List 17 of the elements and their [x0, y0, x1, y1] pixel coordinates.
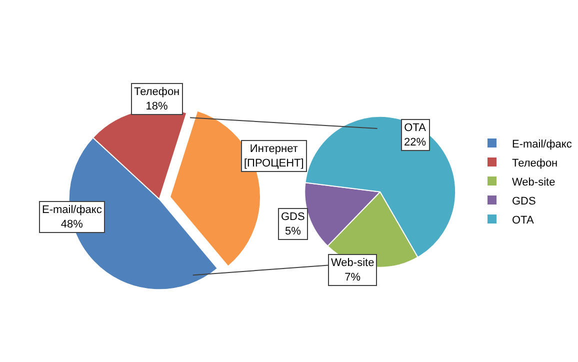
- legend-label: E-mail/факс: [512, 138, 572, 150]
- slice-label: Телефон: [134, 86, 180, 98]
- slice-label: OTA: [404, 122, 427, 134]
- data-label: 48%: [60, 218, 84, 230]
- legend-label: Web-site: [512, 176, 556, 188]
- legend-label: OTA: [512, 214, 534, 226]
- data-label: 18%: [146, 100, 168, 112]
- slice-label: E-mail/факс: [42, 204, 102, 216]
- data-label: 22%: [404, 136, 426, 148]
- data-label: 7%: [344, 271, 361, 284]
- legend-label: GDS: [512, 195, 536, 208]
- slice-label: Web-site: [331, 257, 374, 269]
- slice-label: GDS: [281, 211, 305, 223]
- data-label: 5%: [284, 225, 302, 238]
- legend-label: Телефон: [512, 157, 558, 170]
- slice-label: Интернет: [250, 143, 298, 155]
- data-label: [ПРОЦЕНТ]: [244, 157, 304, 170]
